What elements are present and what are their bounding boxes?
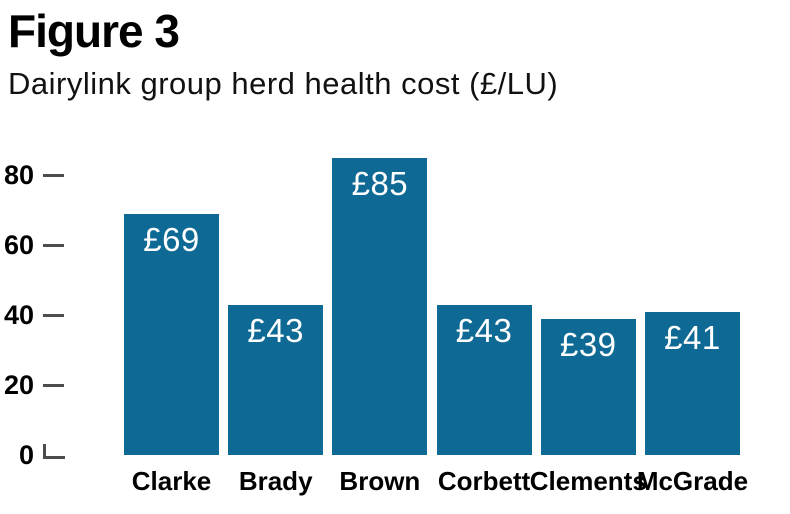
x-label-area: McGrade xyxy=(637,455,748,514)
bar-value-label: £43 xyxy=(247,311,304,349)
bar-brady: £43 xyxy=(228,304,324,455)
bar-column: £41 McGrade xyxy=(637,130,748,514)
bar-column: £43 Corbett xyxy=(436,130,532,514)
y-tick-label: 0 xyxy=(18,440,34,470)
y-axis: 80 60 40 20 0 xyxy=(0,130,124,470)
x-axis-label: Brown xyxy=(339,466,421,496)
y-tick-mark xyxy=(43,384,64,388)
y-tick-label: 40 xyxy=(3,300,34,331)
y-tick-mark xyxy=(43,174,64,178)
x-label-area: Brady xyxy=(228,455,323,514)
x-axis-label: Clarke xyxy=(131,466,212,496)
x-axis-label: McGrade xyxy=(636,466,749,496)
x-label-area: Brown xyxy=(332,455,427,514)
x-label-area: Clements xyxy=(530,455,647,514)
bar-column: £69 Clarke xyxy=(124,130,219,514)
bar-mcgrade: £41 xyxy=(644,311,740,455)
bar-corbett: £43 xyxy=(436,304,532,455)
bar-value-label: £43 xyxy=(455,311,513,349)
bar-brown: £85 xyxy=(332,157,428,455)
bar-value-label: £85 xyxy=(351,164,409,202)
figure-title: Figure 3 xyxy=(8,5,180,57)
y-tick-mark xyxy=(43,314,64,318)
x-axis-label: Clements xyxy=(529,466,647,496)
y-tick-mark xyxy=(43,244,64,248)
bar-clements: £39 xyxy=(540,318,636,455)
y-tick-label: 80 xyxy=(3,160,34,191)
bar-value-label: £39 xyxy=(559,325,617,363)
figure-subtitle: Dairylink group herd health cost (£/LU) xyxy=(8,66,559,101)
bar-chart-plot-area: £69 Clarke £43 Brady £85 Brown £43 Corbett £39 Cl… xyxy=(124,130,748,514)
bar-value-label: £69 xyxy=(143,220,200,258)
x-axis-label: Brady xyxy=(238,466,313,496)
bar-column: £85 Brown xyxy=(332,130,428,514)
x-axis-label: Corbett xyxy=(437,466,531,496)
bar-clarke: £69 xyxy=(124,213,219,455)
bar-column: £43 Brady xyxy=(228,130,324,514)
x-label-area: Clarke xyxy=(124,455,219,514)
bar-column: £39 Clements xyxy=(530,130,647,514)
axis-origin-corner-tick xyxy=(43,444,65,459)
bar-value-label: £41 xyxy=(664,318,721,356)
x-label-area: Corbett xyxy=(437,455,532,514)
y-tick-label: 20 xyxy=(3,370,34,401)
y-tick-label: 60 xyxy=(3,230,34,261)
